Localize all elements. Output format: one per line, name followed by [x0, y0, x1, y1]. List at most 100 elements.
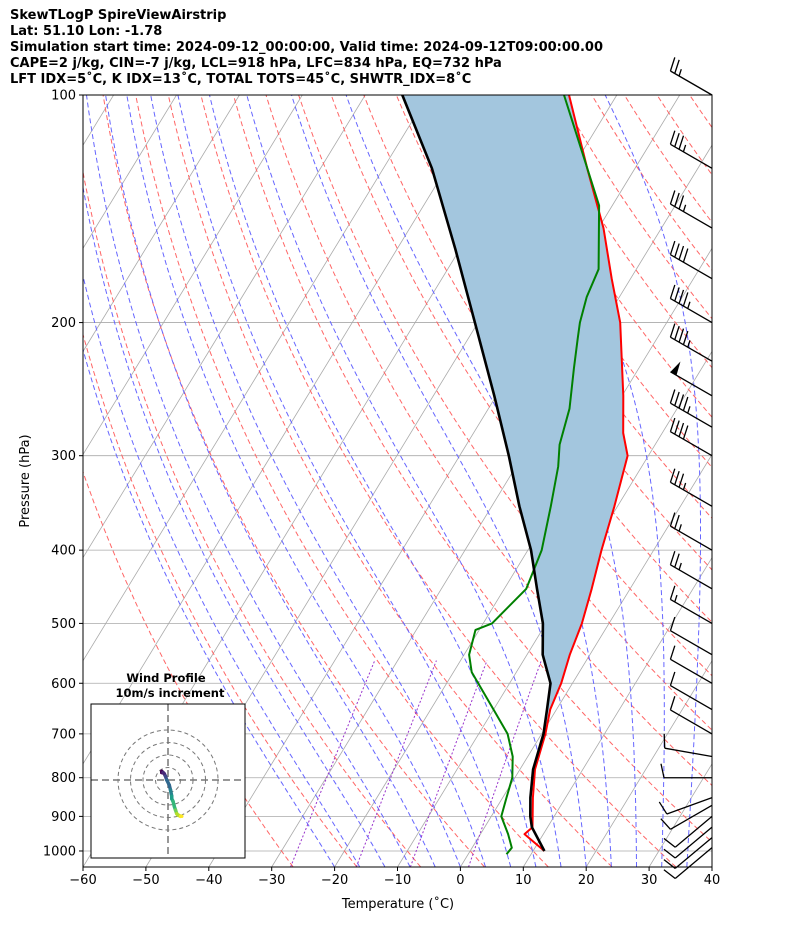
moist-adiabat — [83, 273, 361, 867]
barb-staff — [670, 564, 713, 590]
barb-feather — [663, 837, 676, 848]
barb-feather — [669, 645, 676, 660]
barb-feather — [682, 292, 689, 307]
barb-half-feather — [678, 524, 682, 532]
dry-adiabat — [83, 470, 294, 867]
barb-staff — [674, 847, 713, 880]
wind-barb — [669, 284, 713, 324]
moist-adiabat — [150, 95, 487, 867]
simulation-times: Simulation start time: 2024-09-12_00:00:… — [10, 40, 603, 55]
wind-barbs — [658, 57, 713, 880]
moist-adiabat — [105, 95, 436, 867]
dry-adiabat — [265, 95, 712, 787]
y-tick-label: 400 — [51, 544, 76, 559]
stability-indices-1: CAPE=2 j/kg, CIN=-7 j/kg, LCL=918 hPa, L… — [10, 56, 502, 71]
isotherm — [83, 95, 429, 662]
parcel-profile — [401, 95, 552, 852]
wind-barb — [669, 389, 713, 428]
barb-feather — [669, 323, 676, 338]
barb-feather — [663, 869, 676, 880]
barb-feather — [678, 328, 685, 343]
barb-feather — [674, 287, 680, 302]
profiles — [401, 95, 629, 855]
barb-staff — [670, 70, 713, 96]
barb-staff — [674, 826, 713, 859]
barb-feather — [674, 192, 680, 207]
isotherm — [83, 95, 303, 456]
barb-staff — [670, 804, 713, 830]
station-title: SkewTLogP SpireViewAirstrip — [10, 8, 227, 23]
dry-adiabat — [656, 95, 712, 176]
stability-indices-2: LFT IDX=5˚C, K IDX=13˚C, TOTAL TOTS=45˚C… — [10, 72, 472, 87]
wind-barb — [669, 671, 713, 711]
barb-feather — [674, 514, 680, 529]
temperature-profile — [523, 95, 629, 852]
barb-pennant — [670, 361, 681, 376]
barb-staff — [670, 254, 713, 280]
x-axis-label: Temperature (˚C) — [341, 896, 454, 912]
wind-barb — [669, 190, 713, 229]
wind-barb — [669, 616, 713, 656]
barb-half-feather — [682, 204, 687, 212]
barb-staff — [670, 598, 713, 624]
barb-staff — [670, 684, 713, 711]
moist-adiabat — [83, 184, 386, 867]
barb-feather — [669, 585, 676, 600]
wind-barb — [669, 585, 713, 624]
station-location: Lat: 51.10 Lon: -1.78 — [10, 24, 163, 39]
dry-adiabat — [787, 95, 794, 867]
y-tick-label: 800 — [51, 771, 76, 786]
barb-feather — [669, 616, 676, 631]
mixing-ratio-line — [290, 660, 376, 867]
barb-feather — [669, 190, 676, 205]
barb-feather — [660, 818, 671, 830]
barb-feather — [669, 284, 676, 299]
x-tick-label: 40 — [704, 873, 721, 888]
dry-adiabat — [298, 95, 712, 731]
barb-feather — [669, 417, 676, 432]
barb-feather — [674, 132, 680, 147]
hodograph — [91, 704, 245, 858]
wind-barb — [669, 130, 713, 169]
dry-adiabat — [200, 95, 677, 867]
y-tick-label: 200 — [51, 316, 76, 331]
x-tick-label: −50 — [132, 873, 159, 888]
x-tick-label: −40 — [195, 873, 222, 888]
barb-feather — [678, 473, 685, 488]
barb-feather — [674, 243, 680, 258]
barb-feather — [678, 245, 685, 260]
barb-feather — [674, 391, 680, 406]
dry-adiabat — [623, 95, 712, 224]
mixing-ratio-line — [468, 660, 542, 867]
hodograph-frame — [90, 703, 246, 859]
barb-staff — [670, 402, 713, 428]
wind-barb — [660, 763, 712, 779]
barb-feather — [669, 57, 676, 72]
moist-adiabat — [246, 95, 562, 867]
wind-barb — [669, 57, 713, 96]
barb-feather — [669, 389, 676, 404]
y-tick-label: 600 — [51, 677, 76, 692]
barb-staff — [670, 143, 713, 169]
moist-adiabat — [209, 95, 537, 867]
x-tick-label: 30 — [641, 873, 658, 888]
dry-adiabat — [102, 95, 485, 867]
barb-feather — [669, 550, 676, 566]
barb-feather — [674, 470, 680, 486]
barb-feather — [669, 512, 676, 527]
barb-feather — [678, 289, 685, 304]
cape-area — [402, 95, 628, 734]
barb-feather — [669, 130, 676, 145]
barb-feather — [669, 696, 676, 711]
hodograph-title: Wind Profile — [126, 671, 206, 685]
wind-barb — [669, 468, 713, 507]
barb-feather — [682, 248, 689, 263]
barb-feather — [678, 195, 685, 210]
barb-feather — [658, 801, 668, 815]
wind-barb — [663, 826, 713, 859]
barb-feather — [674, 420, 680, 435]
y-tick-label: 300 — [51, 449, 76, 464]
barb-staff — [670, 431, 713, 457]
barb-feather — [674, 59, 680, 74]
barb-half-feather — [682, 144, 687, 152]
